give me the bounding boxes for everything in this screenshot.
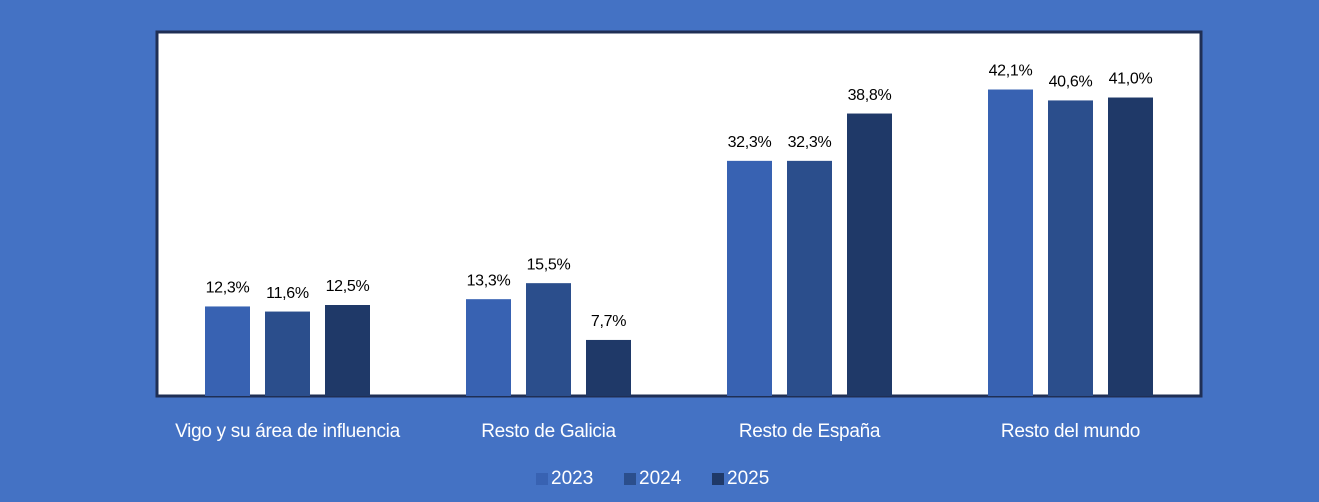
data-label: 13,3% [467, 272, 511, 289]
bar [847, 113, 892, 396]
bar [988, 89, 1033, 397]
legend-label: 2023 [551, 468, 593, 489]
x-tick-label: Resto de Galicia [481, 421, 616, 442]
x-tick-label: Vigo y su área de influencia [175, 421, 400, 442]
data-label: 40,6% [1049, 74, 1093, 91]
data-label: 41,0% [1109, 71, 1153, 88]
data-label: 42,1% [989, 63, 1033, 80]
legend-label: 2024 [639, 468, 682, 489]
x-tick-label: Resto de España [739, 421, 881, 442]
x-tick-label: Resto del mundo [1001, 421, 1140, 442]
data-label: 11,6% [266, 285, 309, 302]
bar [1048, 100, 1093, 396]
data-label: 12,5% [326, 278, 370, 295]
bar [466, 299, 511, 396]
data-label: 32,3% [788, 134, 832, 151]
legend-swatch [712, 473, 724, 485]
bar [526, 283, 571, 396]
bar [265, 311, 310, 396]
data-label: 38,8% [848, 87, 892, 104]
bar [727, 160, 772, 396]
data-label: 15,5% [527, 256, 571, 273]
plot-area [155, 30, 1203, 398]
bar [205, 306, 250, 396]
bar [325, 305, 370, 396]
bar [1108, 97, 1153, 397]
legend-swatch [536, 473, 548, 485]
data-label: 12,3% [206, 280, 250, 297]
bar [586, 339, 631, 396]
bar [787, 160, 832, 396]
legend-label: 2025 [727, 468, 769, 489]
data-label: 32,3% [728, 134, 772, 151]
legend-swatch [624, 473, 636, 485]
data-label: 7,7% [591, 313, 626, 330]
